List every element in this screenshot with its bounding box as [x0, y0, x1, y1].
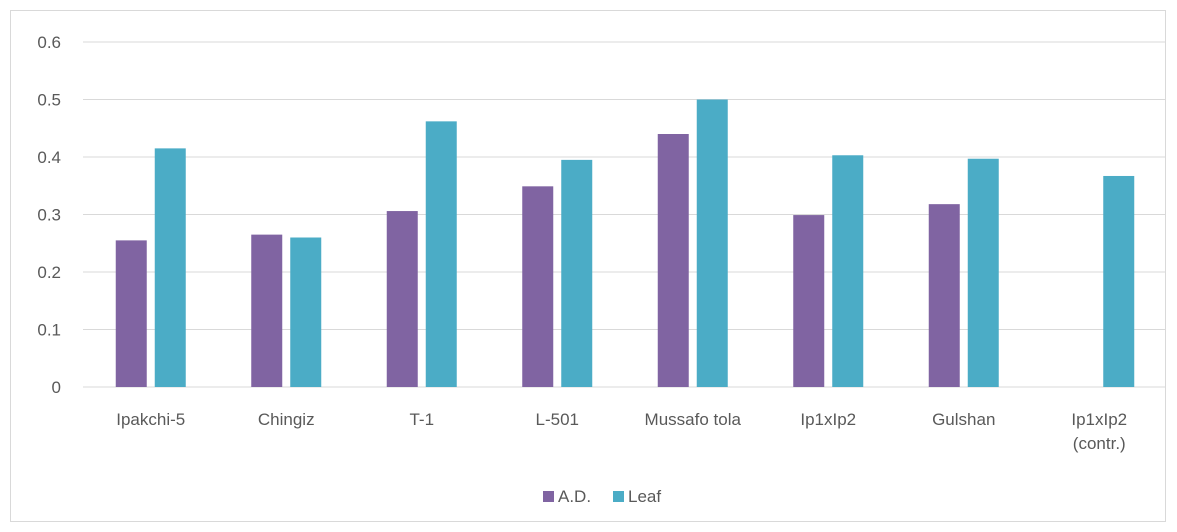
bar-ad-4: [657, 134, 689, 387]
x-tick-label: Ip1xIp2: [1071, 410, 1127, 429]
x-tick-label: L-501: [536, 410, 579, 429]
bar-leaf-2: [425, 121, 457, 387]
bar-ad-3: [522, 186, 554, 387]
bar-chart: 0 0.1 0.2 0.3 0.4 0.5 0.6 Ipakchi-5 Chingiz T-1 L…: [37, 33, 1165, 506]
legend-label: Leaf: [628, 487, 661, 506]
y-tick-label: 0.2: [37, 263, 61, 282]
x-tick-label: Ipakchi-5: [116, 410, 185, 429]
legend-swatch-leaf: [613, 491, 624, 502]
x-tick-label: Gulshan: [932, 410, 995, 429]
bar-leaf-6: [967, 158, 999, 387]
x-tick-label: Mussafo tola: [645, 410, 742, 429]
x-tick-label: Ip1xIp2: [800, 410, 856, 429]
x-tick-label: T-1: [409, 410, 434, 429]
y-tick-label: 0.4: [37, 148, 61, 167]
bar-ad-5: [793, 215, 825, 387]
bar-leaf-1: [290, 237, 322, 387]
legend-label: A.D.: [558, 487, 591, 506]
gridlines: [83, 41, 1165, 388]
bar-leaf-0: [154, 148, 186, 387]
bar-leaf-3: [561, 159, 593, 387]
bar-leaf-4: [696, 99, 728, 387]
legend-swatch-ad: [543, 491, 554, 502]
bar-ad-6: [928, 204, 960, 387]
y-tick-label: 0.5: [37, 91, 61, 110]
bar-leaf-7: [1103, 175, 1135, 387]
bar-ad-2: [386, 211, 418, 387]
y-tick-label: 0: [52, 378, 61, 397]
x-axis-ticks: Ipakchi-5 Chingiz T-1 L-501 Mussafo tola Ip1x…: [116, 410, 1127, 453]
bar-ad-1: [251, 234, 283, 387]
y-tick-label: 0.3: [37, 206, 61, 225]
x-tick-label: Chingiz: [258, 410, 315, 429]
y-tick-label: 0.1: [37, 321, 61, 340]
y-axis-ticks: 0 0.1 0.2 0.3 0.4 0.5 0.6: [37, 33, 61, 397]
bar-ad-0: [115, 240, 147, 387]
legend: A.D. Leaf: [543, 487, 661, 506]
y-tick-label: 0.6: [37, 33, 61, 52]
x-tick-label: (contr.): [1073, 434, 1126, 453]
bar-leaf-5: [832, 155, 864, 387]
chart-frame: 0 0.1 0.2 0.3 0.4 0.5 0.6 Ipakchi-5 Chingiz T-1 L…: [10, 10, 1166, 522]
bars: [115, 99, 1135, 387]
